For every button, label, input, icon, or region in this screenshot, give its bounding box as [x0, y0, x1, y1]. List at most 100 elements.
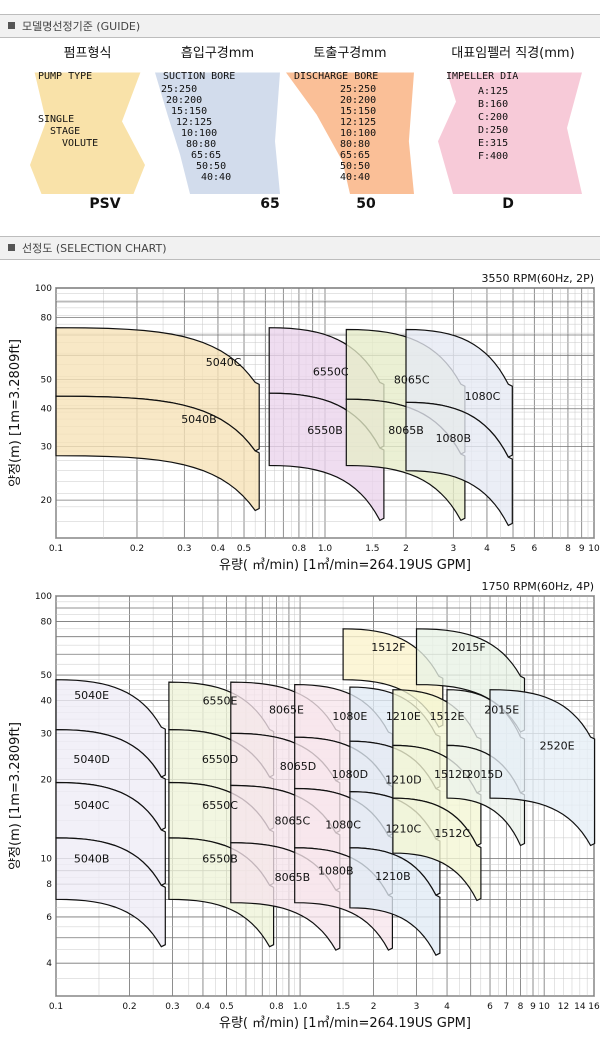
- y-tick-label: 4: [46, 959, 52, 969]
- pump-regions: [55, 628, 596, 956]
- chart-title: 1750 RPM(60Hz, 4P): [481, 580, 594, 593]
- guide-discharge-subtitle: DISCHARGE BORE: [294, 71, 379, 82]
- region-label-8065B: 8065B: [388, 424, 424, 437]
- guide-suction-line: 12:125: [176, 117, 213, 128]
- region-label-6550C: 6550C: [202, 799, 238, 812]
- region-label-6550B: 6550B: [202, 853, 238, 866]
- x-tick-label: 0.1: [49, 544, 63, 554]
- guide-discharge-line: 15:150: [340, 106, 377, 117]
- region-label-2015E: 2015E: [484, 703, 519, 716]
- y-tick-label: 50: [41, 375, 53, 385]
- region-label-1210D: 1210D: [385, 774, 421, 787]
- x-tick-label: 0.1: [49, 1002, 63, 1012]
- guide-impeller-line: D:250: [478, 125, 509, 136]
- x-tick-label: 1.5: [336, 1002, 350, 1012]
- x-tick-label: 6: [487, 1002, 493, 1012]
- y-axis-label: 양정(m) [1m=3.2809ft]: [8, 339, 23, 487]
- guide-discharge-title: 토출구경mm: [313, 46, 387, 61]
- guide-suction-line: 20:200: [166, 95, 203, 106]
- chart-title: 3550 RPM(60Hz, 2P): [481, 272, 594, 285]
- region-label-1210C: 1210C: [386, 823, 422, 836]
- region-label-6550C: 6550C: [313, 366, 349, 379]
- guide-suction-line: 65:65: [191, 150, 222, 161]
- model-guide: 펌프형식 PUMP TYPE SINGLE STAGE VOLUTE PSV 흡입구경mm S…: [0, 38, 600, 228]
- guide-discharge-code: 50: [356, 196, 376, 212]
- region-label-6550B: 6550B: [307, 424, 343, 437]
- guide-impeller-line: E:315: [478, 138, 509, 149]
- region-label-1210E: 1210E: [386, 710, 421, 723]
- region-5040B: [55, 837, 166, 948]
- x-tick-label: 0.2: [130, 544, 144, 554]
- region-label-8065B: 8065B: [275, 871, 311, 884]
- guide-pump-title: 펌프형식: [63, 46, 112, 61]
- selection-header-title: 선정도 (SELECTION CHART): [22, 242, 167, 255]
- guide-impeller-line: A:125: [478, 86, 509, 97]
- y-tick-label: 100: [35, 284, 52, 294]
- region-label-1080D: 1080D: [332, 768, 368, 781]
- region-label-1512C: 1512C: [434, 827, 470, 840]
- guide-discharge-line: 40:40: [340, 172, 371, 183]
- selection-header-bar: 선정도 (SELECTION CHART): [0, 236, 600, 260]
- pump-regions: [55, 327, 513, 527]
- x-tick-label: 10: [588, 544, 600, 554]
- region-label-1512E: 1512E: [430, 710, 465, 723]
- guide-impeller-line: F:400: [478, 151, 509, 162]
- x-tick-label: 8: [518, 1002, 524, 1012]
- x-tick-label: 4: [444, 1002, 450, 1012]
- x-axis-label: 유량( ㎥/min) [1㎥/min=264.19US GPM]: [219, 1016, 471, 1031]
- selection-chart-3550rpm: 5040C 5040B 6550C 6550B 8065C 8065B 1080C 1080B…: [8, 272, 600, 573]
- guide-impeller-line: B:160: [478, 99, 509, 110]
- y-tick-label: 50: [41, 671, 53, 681]
- region-label-2015F: 2015F: [451, 641, 485, 654]
- guide-impeller-title: 대표임펠러 직경(mm): [451, 46, 575, 61]
- guide-discharge-line: 12:125: [340, 117, 377, 128]
- y-tick-label: 100: [35, 592, 52, 602]
- guide-impeller-code: D: [502, 196, 514, 212]
- guide-suction-line: 15:150: [171, 106, 208, 117]
- guide-pump-line: SINGLE: [38, 114, 75, 125]
- region-1210B: [349, 847, 441, 956]
- x-tick-label: 0.5: [237, 544, 251, 554]
- guide-pump-line: STAGE: [50, 126, 81, 137]
- guide-suction-line: 50:50: [196, 161, 227, 172]
- x-tick-label: 0.4: [196, 1002, 211, 1012]
- guide-suction-subtitle: SUCTION BORE: [163, 71, 236, 82]
- region-label-8065D: 8065D: [280, 760, 316, 773]
- guide-suction-line: 40:40: [201, 172, 232, 183]
- y-tick-label: 30: [41, 729, 53, 739]
- guide-suction-line: 25:250: [161, 84, 198, 95]
- region-label-8065C: 8065C: [275, 814, 311, 827]
- x-tick-label: 9: [530, 1002, 536, 1012]
- region-label-1080C: 1080C: [325, 818, 361, 831]
- region-1512C: [392, 797, 482, 902]
- x-axis-label: 유량( ㎥/min) [1㎥/min=264.19US GPM]: [219, 558, 471, 573]
- x-tick-label: 4: [484, 544, 490, 554]
- region-label-5040B: 5040B: [74, 853, 110, 866]
- region-5040B: [55, 395, 260, 512]
- region-1080B: [405, 401, 513, 527]
- region-label-5040C: 5040C: [206, 356, 242, 369]
- x-tick-label: 0.4: [211, 544, 226, 554]
- x-tick-label: 6: [531, 544, 537, 554]
- guide-discharge-line: 25:250: [340, 84, 377, 95]
- x-tick-label: 0.2: [122, 1002, 136, 1012]
- x-tick-label: 3: [450, 544, 456, 554]
- guide-suction-line: 80:80: [186, 139, 217, 150]
- guide-impeller-panel: [438, 72, 582, 194]
- x-tick-label: 8: [565, 544, 571, 554]
- x-tick-label: 1.0: [318, 544, 333, 554]
- guide-header-bar: 모델명선정기준 (GUIDE): [0, 14, 600, 38]
- x-tick-label: 10: [538, 1002, 550, 1012]
- x-tick-label: 16: [588, 1002, 600, 1012]
- x-tick-label: 3: [414, 1002, 420, 1012]
- guide-discharge-line: 80:80: [340, 139, 371, 150]
- x-tick-label: 2: [403, 544, 409, 554]
- region-label-1080B: 1080B: [436, 432, 472, 445]
- x-tick-label: 7: [503, 1002, 509, 1012]
- y-axis-label: 양정(m) [1m=3.2809ft]: [8, 722, 23, 870]
- selection-chart-1750rpm: 5040E 5040D 5040C 5040B 6550E 6550D 6550C 6550B…: [8, 580, 600, 1031]
- region-label-6550E: 6550E: [203, 695, 238, 708]
- guide-header-title: 모델명선정기준 (GUIDE): [22, 20, 141, 33]
- guide-discharge-line: 10:100: [340, 128, 377, 139]
- region-label-6550D: 6550D: [202, 753, 238, 766]
